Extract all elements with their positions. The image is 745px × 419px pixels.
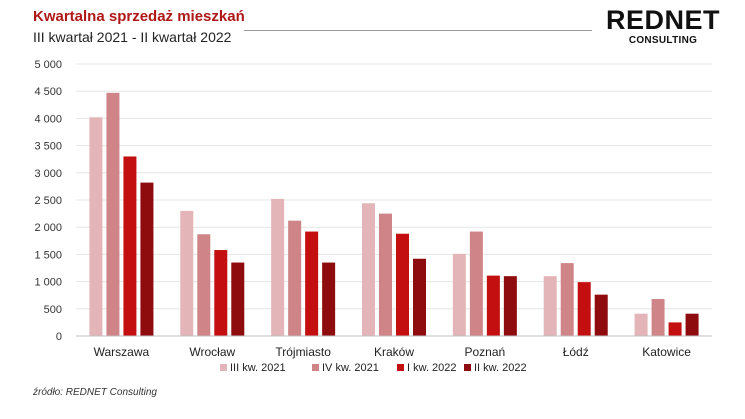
- y-tick-label: 4 000: [34, 113, 62, 125]
- bar: [452, 253, 466, 336]
- y-axis-labels: 0 500 1 000 1 500 2 000 2 500 3 000 3 500 4 000 4…: [34, 59, 62, 343]
- bar: [379, 213, 392, 336]
- bar: [594, 294, 608, 336]
- bar: [123, 156, 137, 336]
- x-tick-label: Trójmiasto: [275, 345, 331, 359]
- bar: [486, 275, 500, 336]
- y-tick-label: 3 500: [34, 141, 62, 153]
- bar: [560, 263, 574, 336]
- bars: [89, 92, 699, 336]
- y-tick-label: 1 500: [34, 249, 62, 261]
- bar: [685, 313, 699, 336]
- bar: [396, 233, 409, 336]
- bar: [634, 313, 648, 336]
- y-tick-label: 0: [56, 331, 62, 343]
- bar: [362, 203, 375, 336]
- bar: [271, 198, 285, 336]
- bar: [413, 258, 426, 336]
- legend-label: I kw. 2022: [407, 362, 457, 374]
- bar: [231, 262, 245, 336]
- rednet-logo: REDNET CONSULTING: [603, 6, 723, 46]
- bar: [651, 299, 665, 336]
- y-tick-label: 4 500: [34, 86, 62, 98]
- bar: [577, 282, 591, 336]
- legend-label: IV kw. 2021: [322, 362, 379, 374]
- logo-tagline: CONSULTING: [628, 35, 698, 46]
- gridlines: [76, 63, 712, 310]
- x-axis-labels: Warszawa Wrocław Trójmiasto Kraków Poznań Łód…: [94, 345, 692, 359]
- x-tick-label: Kraków: [374, 345, 414, 359]
- bar: [106, 92, 120, 336]
- legend-label: III kw. 2021: [230, 362, 286, 374]
- x-tick-label: Poznań: [465, 345, 506, 359]
- bar: [214, 250, 228, 336]
- y-tick-label: 5 000: [34, 59, 62, 71]
- y-tick-label: 3 000: [34, 168, 62, 180]
- legend-swatch: [220, 364, 227, 371]
- y-tick-label: 1 000: [34, 277, 62, 289]
- bar: [322, 262, 336, 336]
- bar: [197, 234, 211, 336]
- header-divider: [244, 30, 592, 31]
- bar: [543, 276, 557, 336]
- x-tick-label: Warszawa: [94, 345, 150, 359]
- bar: [668, 322, 682, 336]
- logo-wordmark: REDNET: [605, 5, 720, 35]
- bar: [469, 231, 483, 336]
- legend: III kw. 2021 IV kw. 2021 I kw. 2022 II kw. …: [220, 362, 527, 374]
- chart-subtitle: III kwartał 2021 - II kwartał 2022: [33, 29, 232, 45]
- bar: [288, 220, 302, 336]
- legend-swatch: [464, 364, 471, 371]
- legend-swatch: [397, 364, 404, 371]
- x-tick-label: Łódź: [563, 345, 589, 359]
- bar: [305, 231, 319, 336]
- legend-label: II kw. 2022: [474, 362, 527, 374]
- legend-swatch: [312, 364, 319, 371]
- x-tick-label: Wrocław: [189, 345, 235, 359]
- y-tick-label: 500: [44, 304, 62, 316]
- chart-title: Kwartalna sprzedaż mieszkań: [33, 8, 245, 25]
- x-tick-label: Katowice: [642, 345, 691, 359]
- y-tick-label: 2 000: [34, 222, 62, 234]
- bar: [503, 276, 517, 336]
- bar: [140, 182, 154, 336]
- bar: [180, 210, 194, 336]
- y-tick-label: 2 500: [34, 195, 62, 207]
- bar: [89, 117, 103, 336]
- source-note: źródło: REDNET Consulting: [33, 387, 157, 398]
